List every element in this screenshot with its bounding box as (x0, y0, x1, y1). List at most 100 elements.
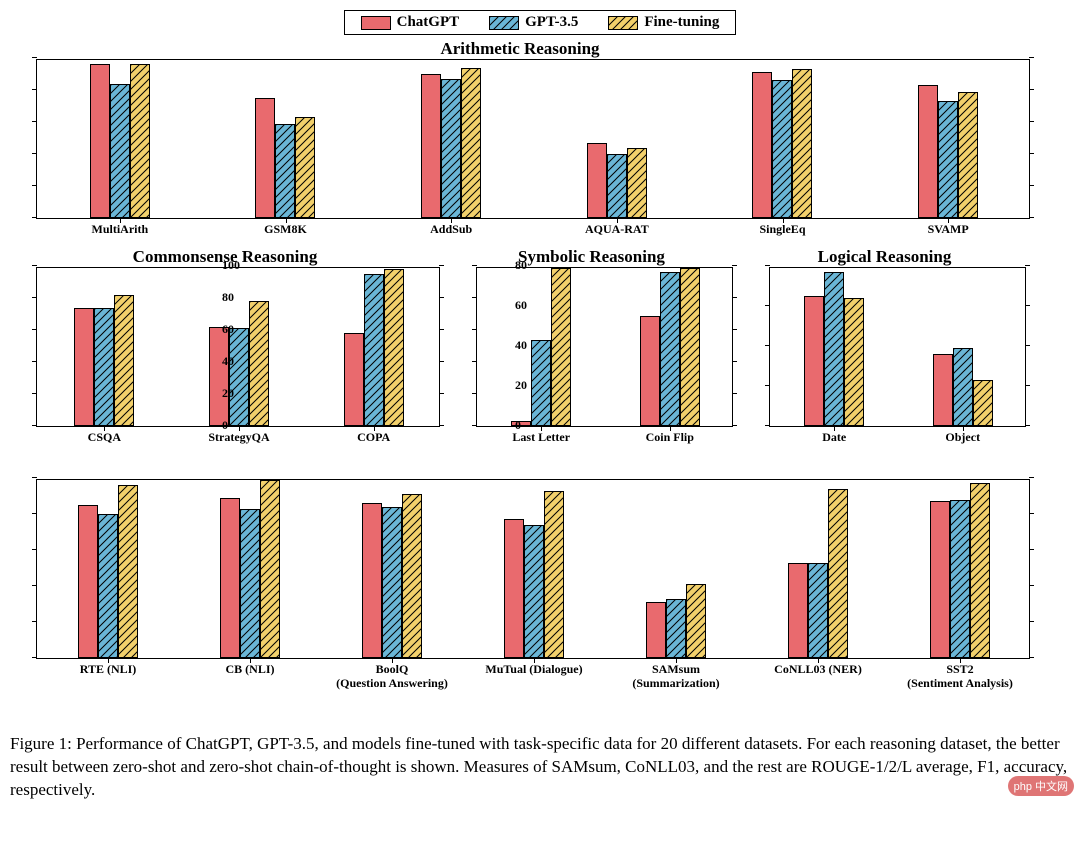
y-tick-label: 0 (0, 210, 33, 225)
bar (666, 599, 686, 658)
bar (627, 148, 647, 218)
bar (824, 272, 844, 426)
y-tick-label: 40 (0, 578, 33, 593)
y-tick-label: 80 (0, 290, 33, 305)
legend-swatch (361, 16, 391, 30)
y-tick-label: 60 (0, 322, 33, 337)
legend: ChatGPT GPT-3.5 Fine-tuning (344, 10, 737, 35)
bar (788, 563, 808, 658)
plot-area: 020406080DateObject (769, 267, 1026, 427)
bar (110, 84, 130, 218)
category-label: AQUA-RAT (585, 223, 649, 237)
figure-caption: Figure 1: Performance of ChatGPT, GPT-3.… (10, 733, 1070, 802)
bar (844, 298, 864, 426)
bar (607, 154, 627, 218)
bar (792, 69, 812, 218)
bar (970, 483, 990, 658)
bar (930, 501, 950, 658)
bar-group: AQUA-RAT (534, 143, 700, 218)
bar (524, 525, 544, 658)
bar-group: CoNLL03 (NER) (747, 489, 889, 658)
bar-group: SVAMP (865, 85, 1031, 218)
bar (752, 72, 772, 218)
bar (958, 92, 978, 218)
y-tick-label: 100 (0, 470, 33, 485)
category-label: Last Letter (512, 431, 570, 445)
bar (646, 602, 666, 658)
bar-group: SST2(Sentiment Analysis) (889, 483, 1031, 658)
bar-group: MuTual (Dialogue) (463, 491, 605, 658)
y-tick-label: 0 (0, 650, 33, 665)
panel-title: Logical Reasoning (743, 247, 1026, 267)
legend-item: GPT-3.5 (489, 14, 578, 31)
y-tick-label: 80 (0, 506, 33, 521)
y-tick-label: 60 (515, 298, 766, 313)
panel-arithmetic: Arithmetic Reasoning020406080100MultiAri… (10, 39, 1030, 241)
bar (90, 64, 110, 218)
bar-group: CSQA (37, 295, 172, 426)
category-label: SAMsum(Summarization) (606, 663, 746, 691)
category-label: StrategyQA (208, 431, 269, 445)
y-tick-label: 40 (222, 354, 473, 369)
bar (640, 316, 660, 426)
row-2: Commonsense Reasoning020406080100CSQAStr… (10, 247, 1070, 449)
category-label: BoolQ(Question Answering) (322, 663, 462, 691)
row-3: 020406080100RTE (NLI)CB (NLI)BoolQ(Quest… (10, 479, 1070, 693)
bar (362, 503, 382, 658)
bar (240, 509, 260, 658)
y-tick-label: 20 (0, 614, 33, 629)
bar (118, 485, 138, 658)
legend-swatch (489, 16, 519, 30)
bar-group: GSM8K (203, 98, 369, 218)
legend-label: ChatGPT (397, 14, 460, 31)
category-label: SST2(Sentiment Analysis) (890, 663, 1030, 691)
y-tick-label: 60 (222, 322, 473, 337)
bar (220, 498, 240, 658)
category-label: Date (822, 431, 846, 445)
bar (260, 480, 280, 658)
bar-group: AddSub (368, 68, 534, 218)
bar (344, 333, 364, 426)
y-tick-label: 20 (0, 178, 33, 193)
bar-group: SAMsum(Summarization) (605, 584, 747, 658)
bar (295, 117, 315, 218)
bar (933, 354, 953, 426)
bar (74, 308, 94, 426)
bar (255, 98, 275, 218)
bar (94, 308, 114, 426)
category-label: COPA (357, 431, 390, 445)
category-label: CoNLL03 (NER) (774, 663, 862, 677)
bar (130, 64, 150, 218)
y-tick-label: 100 (222, 258, 473, 273)
y-tick-label: 0 (222, 418, 473, 433)
legend-label: Fine-tuning (644, 14, 719, 31)
bar (78, 505, 98, 658)
bar (950, 500, 970, 658)
bar (808, 563, 828, 658)
bar (772, 80, 792, 218)
bar (686, 584, 706, 658)
category-label: SingleEq (759, 223, 805, 237)
category-label: RTE (NLI) (80, 663, 137, 677)
bar (973, 380, 993, 426)
plot-area: 020406080100MultiArithGSM8KAddSubAQUA-RA… (36, 59, 1030, 219)
plot-area: 020406080100RTE (NLI)CB (NLI)BoolQ(Quest… (36, 479, 1030, 659)
panel-misc: 020406080100RTE (NLI)CB (NLI)BoolQ(Quest… (10, 479, 1030, 693)
bar (918, 85, 938, 218)
category-label: Object (945, 431, 980, 445)
bar-group: MultiArith (37, 64, 203, 218)
category-label: Coin Flip (646, 431, 694, 445)
y-tick-label: 80 (515, 258, 766, 273)
bar (229, 328, 249, 426)
bar (953, 348, 973, 426)
bar-group: BoolQ(Question Answering) (321, 494, 463, 658)
y-tick-label: 20 (222, 386, 473, 401)
legend-item: Fine-tuning (608, 14, 719, 31)
bar (461, 68, 481, 218)
y-tick-label: 60 (0, 114, 33, 129)
panel-logical: Logical Reasoning020406080DateObject (743, 247, 1026, 449)
legend-item: ChatGPT (361, 14, 460, 31)
y-tick-label: 80 (0, 82, 33, 97)
row-1: Arithmetic Reasoning020406080100MultiAri… (10, 39, 1070, 241)
y-tick-label: 0 (515, 418, 766, 433)
